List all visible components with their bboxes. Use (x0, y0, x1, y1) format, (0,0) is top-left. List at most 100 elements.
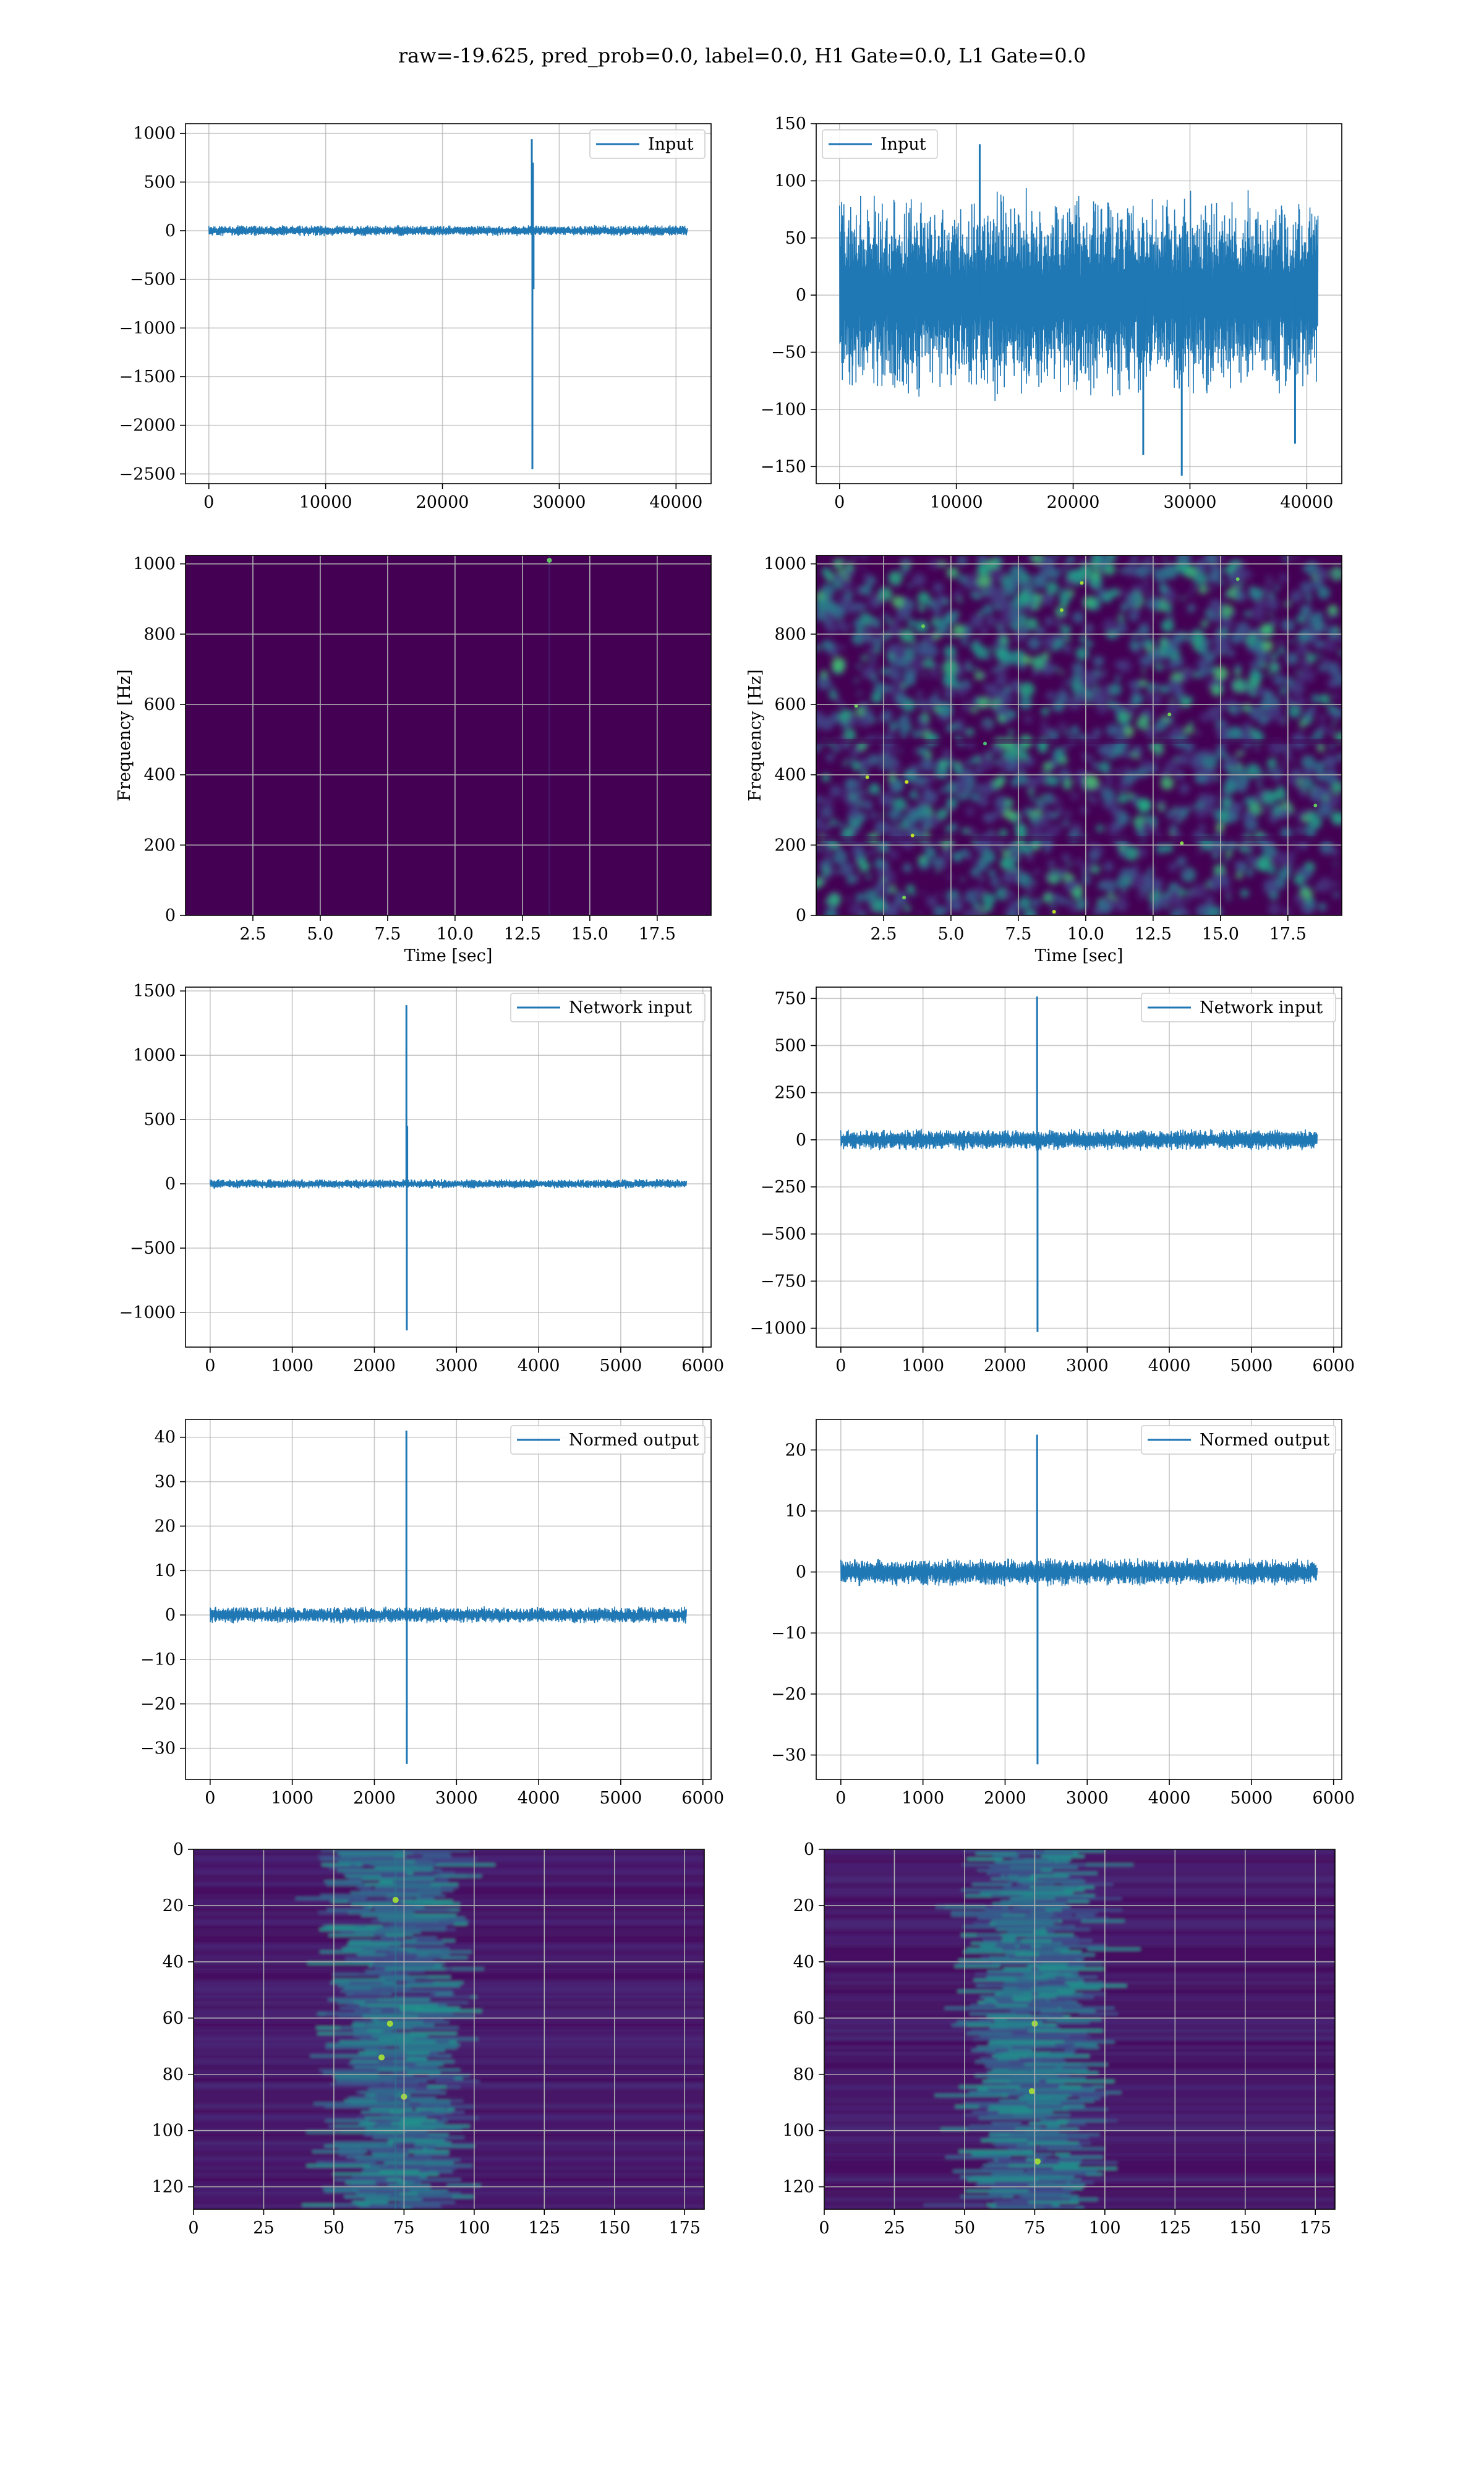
x-tick-label: 5.0 (937, 925, 964, 944)
x-tick-label: 3000 (435, 1789, 478, 1808)
y-tick-label: −2000 (119, 416, 176, 435)
y-tick-label: 150 (774, 114, 806, 134)
legend-label: Network input (1200, 998, 1323, 1017)
legend: Normed output (510, 1425, 706, 1455)
axis-ticks: 0 1000 2000 3000 4000 5000 6000 20 10 0 −10 −20 −30 (771, 1440, 1355, 1808)
plot-area (186, 555, 711, 915)
x-tick-label: 25 (253, 2219, 274, 2238)
y-tick-label: −500 (130, 270, 176, 289)
x-tick-label: 30000 (1163, 493, 1216, 512)
x-tick-label: 3000 (435, 1356, 478, 1376)
y-tick-label: 120 (782, 2178, 814, 2197)
y-tick-label: 600 (143, 695, 176, 714)
y-tick-label: 1000 (133, 124, 176, 143)
y-tick-label: −1000 (750, 1319, 806, 1338)
y-tick-label: −1000 (119, 319, 176, 338)
x-tick-label: 6000 (1312, 1356, 1355, 1376)
legend-box (1141, 1425, 1336, 1455)
legend-box (1141, 993, 1336, 1022)
y-tick-label: 50 (785, 229, 806, 248)
y-tick-label: 0 (796, 286, 806, 305)
y-tick-label: 400 (143, 766, 176, 785)
axes-frame (824, 1849, 1336, 2210)
legend-label: Network input (569, 998, 692, 1017)
y-tick-label: 750 (774, 989, 806, 1008)
x-tick-label: 6000 (1312, 1789, 1355, 1808)
axis-ticks: 0 1000 2000 3000 4000 5000 6000150010005000−50… (119, 982, 724, 1376)
x-tick-label: 50 (954, 2219, 975, 2238)
x-tick-label: 1000 (271, 1789, 313, 1808)
x-tick-label: 2000 (984, 1789, 1026, 1808)
axis-ticks: 2.5 5.0 7.5 10.0 12.5 15.0 17.5 0 200 400 600 800 10… (764, 555, 1307, 944)
x-tick-label: 10.0 (1067, 925, 1104, 944)
heatmap-hot-spot (547, 557, 552, 563)
heatmap-texture (824, 1849, 1335, 2209)
x-tick-label: 15.0 (1202, 925, 1239, 944)
y-tick-label: 30 (155, 1473, 176, 1492)
y-tick-label: −30 (771, 1746, 806, 1765)
y-tick-label: 60 (163, 2009, 184, 2028)
heatmap-texture (194, 1849, 704, 2209)
series-line (839, 187, 1319, 401)
x-tick-label: 5000 (600, 1356, 642, 1376)
x-tick-label: 2.5 (239, 925, 266, 944)
x-tick-label: 40000 (1280, 493, 1333, 512)
subplot-h1-normed-output: Normed output 0 1000 2000 3000 4000 5000 6000 40… (140, 1419, 724, 1808)
y-tick-label: 10 (155, 1561, 176, 1580)
y-tick-label: −10 (771, 1624, 806, 1643)
x-tick-label: 1000 (902, 1356, 944, 1376)
x-tick-label: 7.5 (374, 925, 401, 944)
y-tick-label: 1500 (133, 982, 176, 1001)
x-tick-label: 10000 (930, 493, 983, 512)
subplot-l1-normed-output: Normed output 0 1000 2000 3000 4000 5000 6000 20… (771, 1419, 1355, 1808)
axes-frame (816, 987, 1342, 1348)
y-tick-label: 20 (785, 1440, 806, 1460)
y-tick-label: −250 (761, 1178, 806, 1197)
x-tick-label: 1000 (902, 1789, 944, 1808)
legend-label: Input (881, 135, 926, 154)
x-tick-label: 3000 (1066, 1356, 1109, 1376)
plot-area (816, 1419, 1342, 1779)
x-tick-label: 0 (835, 1789, 846, 1808)
y-tick-label: 200 (143, 836, 176, 855)
subplot-h1-spectrogram: 2.5 5.0 7.5 10.0 12.5 15.0 17.5 0 200 400 600 800 10… (115, 555, 712, 965)
y-tick-label: 200 (774, 836, 806, 855)
y-tick-label: 1000 (764, 555, 806, 574)
y-tick-label: 0 (173, 1840, 184, 1859)
y-tick-label: 100 (151, 2121, 184, 2141)
y-tick-label: 400 (774, 766, 806, 785)
y-tick-label: 250 (774, 1084, 806, 1103)
y-tick-label: −500 (761, 1225, 806, 1244)
y-tick-label: 0 (165, 906, 176, 925)
subplot-l1-spectrogram: 2.5 5.0 7.5 10.0 12.5 15.0 17.5 0 200 400 600 800 10… (746, 555, 1342, 965)
axes-frame (185, 1419, 712, 1780)
x-tick-label: 0 (205, 1356, 215, 1376)
y-tick-label: −10 (140, 1650, 176, 1669)
axis-ticks: 0 25 50 75 100 125 150 175 0 20 40 60 80 100 120 (151, 1840, 701, 2238)
heatmap-hot-spot (1034, 2158, 1041, 2165)
x-tick-label: 15.0 (571, 925, 608, 944)
heatmap-hot-spot (1028, 2088, 1035, 2095)
x-tick-label: 0 (188, 2219, 198, 2238)
plot-area (816, 124, 1342, 484)
x-axis-label: Time [sec] (1035, 946, 1124, 965)
y-axis-label: Frequency [Hz] (746, 669, 765, 801)
x-tick-label: 0 (819, 2219, 829, 2238)
x-tick-label: 5000 (600, 1789, 642, 1808)
plot-area (824, 1849, 1335, 2209)
x-tick-label: 0 (834, 493, 845, 512)
y-tick-label: −30 (140, 1739, 176, 1758)
y-tick-label: 0 (804, 1840, 814, 1859)
x-tick-label: 125 (529, 2219, 561, 2238)
y-tick-label: 1000 (133, 1046, 176, 1065)
x-tick-label: 1000 (271, 1356, 313, 1376)
y-tick-label: 80 (163, 2065, 184, 2084)
x-tick-label: 6000 (681, 1789, 724, 1808)
axes-frame (193, 1849, 705, 2210)
axis-ticks: 2.5 5.0 7.5 10.0 12.5 15.0 17.5 0 200 400 600 800 10… (133, 555, 676, 944)
y-tick-label: −20 (140, 1695, 176, 1714)
x-tick-label: 2.5 (870, 925, 897, 944)
y-tick-label: 0 (165, 221, 176, 241)
axes-frame (816, 123, 1342, 484)
y-tick-label: −150 (761, 457, 806, 476)
